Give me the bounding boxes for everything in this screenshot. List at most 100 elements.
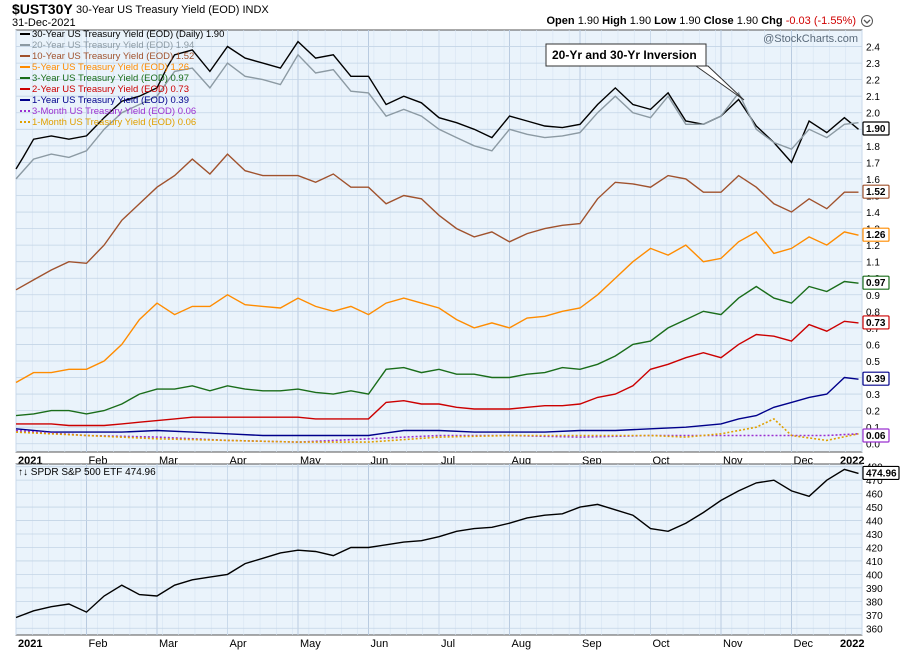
x-tick-label: 2022 — [840, 638, 864, 650]
high-label: High — [602, 15, 627, 27]
x-tick-label: Oct — [653, 638, 670, 650]
y-tick-label: 470 — [866, 476, 883, 487]
date-label: 31-Dec-2021 — [12, 17, 76, 29]
close-label: Close — [703, 15, 734, 27]
value-badge — [862, 184, 890, 199]
yield-panel: 2021 Feb Mar Apr May Jun Jul Aug Sep Oct Nov Dec 202… — [15, 29, 890, 467]
x-tick-label: Feb — [89, 638, 108, 650]
series-line-1 — [15, 53, 859, 180]
y-tick-label: 0.5 — [866, 357, 880, 368]
series-line-8 — [15, 417, 859, 443]
y-tick-label: 0.6 — [866, 340, 880, 351]
value-badge — [862, 371, 890, 386]
series-line-4 — [15, 280, 859, 417]
legend-label: 3-Year US Treasury Yield (EOD) 0.97 — [32, 73, 189, 84]
value-badge-label: 474.96 — [866, 468, 897, 479]
y-tick-label: 2.2 — [866, 76, 880, 87]
chg-label: Chg — [761, 15, 783, 27]
symbol-label: $UST30Y — [12, 1, 73, 17]
low-value: 1.90 — [679, 15, 701, 27]
value-badge-label: 0.39 — [866, 374, 886, 385]
value-badge-label: 0.73 — [866, 318, 886, 329]
high-value: 1.90 — [629, 15, 652, 27]
lower-panel-title: ↑↓ SPDR S&P 500 ETF 474.96 — [18, 467, 156, 478]
x-tick-label: 2021 — [18, 638, 42, 650]
annotation-text: 20-Yr and 30-Yr Inversion — [552, 48, 697, 62]
y-tick-label: 360 — [866, 624, 883, 635]
chevron-down-icon[interactable] — [860, 15, 874, 27]
x-tick-label: Jun — [371, 638, 389, 650]
y-tick-label: 380 — [866, 597, 883, 608]
x-tick-label: Jul — [441, 638, 455, 650]
ohlc-readout: Open 1.90 High 1.90 Low 1.90 Close 1.90 … — [547, 15, 857, 27]
y-tick-label: 1.7 — [866, 158, 880, 169]
y-tick-label: 1.6 — [866, 175, 880, 186]
y-tick-label: 1.1 — [866, 258, 880, 269]
series-line-5 — [16, 320, 859, 427]
legend-label: 5-Year US Treasury Yield (EOD) 1.26 — [32, 62, 189, 73]
y-tick-label: 0.2 — [866, 407, 880, 418]
value-badge — [862, 121, 890, 136]
spy-panel: 2021 Feb Mar Apr May Jun Jul Aug Sep Oct Nov Dec 202… — [15, 463, 900, 650]
y-tick-label: 0.0 — [866, 440, 880, 451]
value-badge-label: 1.26 — [866, 230, 886, 241]
x-tick-label: May — [300, 638, 321, 650]
series-line-0 — [15, 468, 859, 619]
legend-label: 3-Month US Treasury Yield (EOD) 0.06 — [32, 106, 196, 117]
close-value: 1.90 — [736, 15, 759, 27]
legend-label: 30-Year US Treasury Yield (EOD) (Daily) … — [32, 29, 224, 40]
legend: 30-Year US Treasury Yield (EOD) (Daily) … — [20, 29, 224, 128]
y-tick-label: 2.3 — [866, 59, 880, 70]
y-tick-label: 400 — [866, 570, 883, 581]
value-badge — [862, 428, 890, 443]
open-label: Open — [546, 15, 575, 27]
y-tick-label: 410 — [866, 557, 883, 568]
y-tick-label: 1.2 — [866, 241, 880, 252]
series-line-6 — [15, 376, 859, 437]
x-tick-label: Apr — [230, 638, 247, 650]
annotation: 20-Yr and 30-Yr Inversion — [545, 43, 745, 101]
chart-header: $UST30Y 30-Year US Treasury Yield (EOD) … — [0, 0, 900, 30]
y-tick-label: 420 — [866, 543, 883, 554]
low-label: Low — [654, 15, 677, 27]
y-tick-label: 2.0 — [866, 109, 880, 120]
value-badge-label: 0.06 — [866, 431, 886, 442]
value-badge-label: 1.52 — [866, 187, 886, 198]
value-badge — [862, 275, 890, 290]
value-badge — [862, 227, 890, 242]
y-tick-label: 450 — [866, 503, 883, 514]
y-tick-label: 0.3 — [866, 390, 880, 401]
y-tick-label: 370 — [866, 611, 883, 622]
x-tick-label: Mar — [159, 638, 178, 650]
y-tick-label: 2.4 — [866, 43, 880, 54]
y-tick-label: 0.8 — [866, 307, 880, 318]
y-tick-label: 460 — [866, 490, 883, 501]
y-tick-label: 2.1 — [866, 92, 880, 103]
value-badge-label: 0.97 — [866, 278, 886, 289]
y-tick-label: 390 — [866, 584, 883, 595]
legend-label: 1-Year US Treasury Yield (EOD) 0.39 — [32, 95, 189, 106]
annotation-box — [545, 43, 707, 67]
legend-label: 1-Month US Treasury Yield (EOD) 0.06 — [32, 117, 196, 128]
legend-label: 20-Year US Treasury Yield (EOD) 1.94 — [32, 40, 194, 51]
annotation-pointer — [694, 65, 745, 101]
y-tick-label: 1.4 — [866, 208, 880, 219]
value-badge-label: 1.90 — [866, 124, 886, 135]
series-line-3 — [15, 231, 859, 384]
y-tick-label: 1.8 — [866, 142, 880, 153]
legend-label: 2-Year US Treasury Yield (EOD) 0.73 — [32, 84, 189, 95]
value-badge — [862, 465, 900, 481]
chg-value: -0.03 (-1.55%) — [785, 15, 856, 27]
y-tick-label: 440 — [866, 517, 883, 528]
y-tick-label: 0.9 — [866, 291, 880, 302]
series-line-2 — [15, 153, 859, 291]
legend-label: 10-Year US Treasury Yield (EOD) 1.52 — [32, 51, 194, 62]
y-tick-label: 430 — [866, 530, 883, 541]
x-tick-label: Nov — [723, 638, 743, 650]
description-label: 30-Year US Treasury Yield (EOD) INDX — [76, 4, 269, 16]
open-value: 1.90 — [577, 15, 600, 27]
x-tick-label: Sep — [582, 638, 602, 650]
value-badge — [862, 315, 890, 330]
watermark: @StockCharts.com — [763, 33, 858, 45]
